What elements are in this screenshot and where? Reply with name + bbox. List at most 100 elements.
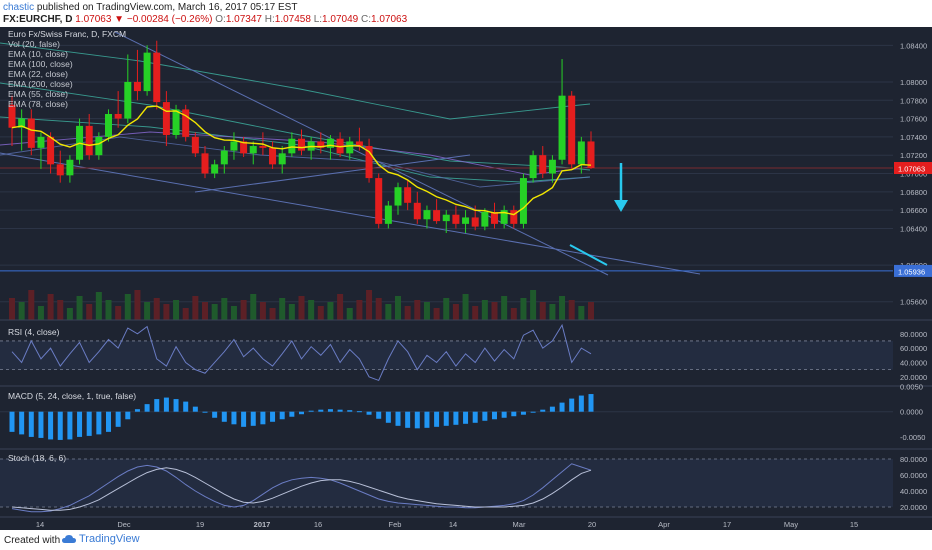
volume-bar xyxy=(86,304,93,320)
candle-body xyxy=(529,155,537,179)
chart-background xyxy=(0,27,932,530)
chart-canvas[interactable]: 1.08400 1.08000 1.07800 1.07600 1.07400 1.072… xyxy=(0,27,932,530)
candle-body xyxy=(240,141,248,154)
time-tick-label: Dec xyxy=(117,520,131,529)
candle-body xyxy=(355,141,363,147)
stoch-pane[interactable]: 80.0000 60.0000 40.0000 20.0000 xyxy=(0,455,927,513)
time-tick-label: 14 xyxy=(449,520,457,529)
candle-body xyxy=(8,104,16,128)
stoch-tick-label: 80.0000 xyxy=(900,455,927,464)
candle-body xyxy=(143,52,151,92)
price-tick-label: 1.07400 xyxy=(900,133,927,142)
candle-body xyxy=(278,153,286,165)
macd-bar xyxy=(250,411,256,426)
volume-bar xyxy=(366,290,373,320)
price-tick-label: 1.05600 xyxy=(900,298,927,307)
time-tick-label: 14 xyxy=(36,520,44,529)
footer: Created with TradingView xyxy=(0,530,932,550)
volume-bar xyxy=(385,304,392,320)
rsi-line xyxy=(11,323,592,382)
stoch-d-line xyxy=(11,467,592,511)
candle-body xyxy=(539,155,547,174)
candle-body xyxy=(577,141,585,165)
macd-bar xyxy=(163,397,169,412)
macd-bar xyxy=(86,411,92,436)
volume-bar xyxy=(481,300,488,320)
macd-bar xyxy=(366,411,372,415)
macd-bar xyxy=(308,410,314,412)
candle-body xyxy=(259,146,267,148)
macd-bar xyxy=(463,411,469,424)
macd-bar xyxy=(173,399,179,412)
candle-body xyxy=(346,141,354,154)
macd-bar xyxy=(347,410,353,412)
high-value: 1.07458 xyxy=(274,14,311,25)
down-arrow-icon[interactable] xyxy=(614,200,628,212)
volume-bar xyxy=(414,300,421,320)
macd-pane[interactable]: 0.0050 0.0000 -0.0050 xyxy=(0,382,932,450)
legend-title: Euro Fx/Swiss Franc, D, FXCM xyxy=(8,29,126,39)
time-tick-label: 20 xyxy=(588,520,596,529)
volume-bar xyxy=(95,292,102,320)
candle-body xyxy=(153,52,161,103)
candle-body xyxy=(394,187,402,206)
rsi-pane[interactable]: 80.0000 60.0000 40.0000 20.0000 xyxy=(0,323,932,387)
projection-line[interactable] xyxy=(569,244,608,266)
candle-body xyxy=(162,102,170,136)
candle-body xyxy=(568,95,576,165)
volume-bar xyxy=(510,308,517,320)
macd-tick-label: -0.0050 xyxy=(900,433,925,442)
candle-body xyxy=(133,81,141,92)
candle-body xyxy=(230,141,238,151)
macd-bar xyxy=(501,411,507,418)
macd-bar xyxy=(376,411,382,419)
volume-bar xyxy=(134,290,141,320)
volume-bar xyxy=(288,304,295,320)
open-label: O: xyxy=(215,14,226,25)
author-link[interactable]: chastic xyxy=(3,2,35,13)
candle-body xyxy=(481,211,489,227)
last-price: 1.07063 xyxy=(75,14,112,25)
current-price-text: 1.07063 xyxy=(898,165,925,174)
macd-bar xyxy=(183,401,189,412)
time-axis[interactable]: 14 Dec 19 2017 16 Feb 14 Mar 20 Apr 17 May 15 xyxy=(0,516,932,529)
macd-bar xyxy=(405,411,411,428)
trendline-lower[interactable] xyxy=(0,152,701,275)
close-label: C: xyxy=(360,14,371,25)
volume-bar xyxy=(37,306,44,320)
time-tick-label: Apr xyxy=(658,520,670,529)
candle-body xyxy=(114,113,122,119)
current-price-tag xyxy=(894,162,932,175)
quote-line: FX:EURCHF, D 1.07063 ▼ −0.00284 (−0.26%)… xyxy=(3,14,407,25)
support-price-text: 1.05936 xyxy=(898,267,925,276)
macd-bar xyxy=(414,411,420,429)
rsi-band xyxy=(0,340,893,370)
trendline-upper[interactable] xyxy=(114,31,609,276)
macd-tick-label: 0.0000 xyxy=(900,408,923,417)
legend-item: Vol (20, false) xyxy=(8,39,60,49)
trendline-mid[interactable] xyxy=(194,154,471,193)
candle-body xyxy=(433,210,441,222)
candle-body xyxy=(413,202,421,220)
macd-bar xyxy=(134,409,140,412)
candle-body xyxy=(548,159,556,174)
volume-bar xyxy=(173,300,180,320)
legend-item: EMA (22, close) xyxy=(8,69,68,79)
candle-body xyxy=(47,136,55,165)
macd-bar xyxy=(318,409,324,412)
volume-bar xyxy=(182,308,189,320)
macd-bar xyxy=(385,411,391,423)
price-tick-label: 1.07800 xyxy=(900,96,927,105)
candle-body xyxy=(95,136,103,156)
macd-bar xyxy=(212,411,218,418)
cloud-icon xyxy=(62,535,76,543)
candle-body xyxy=(587,141,595,169)
stoch-band xyxy=(0,459,893,507)
tradingview-logo[interactable]: TradingView xyxy=(62,533,140,545)
support-price-tag xyxy=(894,264,932,277)
volume-bar xyxy=(259,302,266,320)
volume-bar xyxy=(375,298,382,320)
macd-bar xyxy=(221,411,227,422)
volume-bar xyxy=(250,294,257,320)
price-pane[interactable]: 1.08400 1.08000 1.07800 1.07600 1.07400 1.072… xyxy=(0,31,932,321)
